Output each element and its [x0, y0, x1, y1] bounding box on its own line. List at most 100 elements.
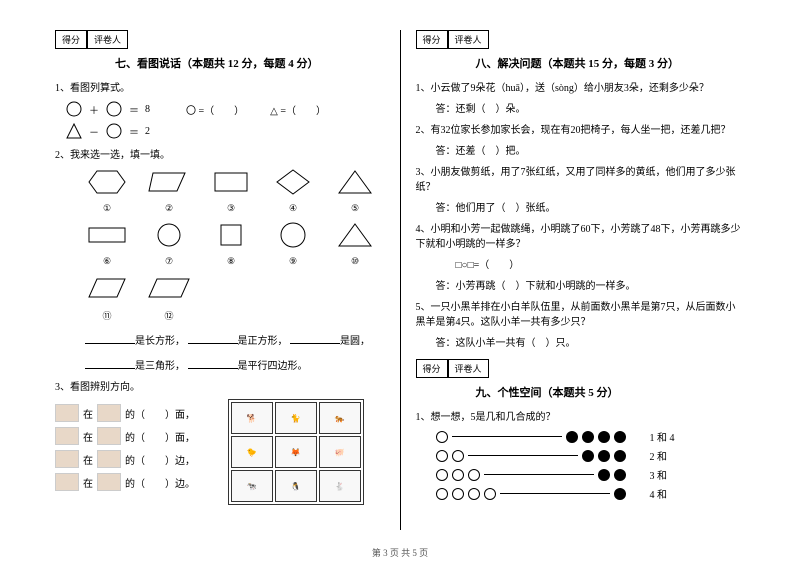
solid-circle-icon — [582, 450, 594, 462]
score-cell: 得分 — [416, 30, 448, 49]
abacus-row: 3 和 — [436, 467, 746, 482]
q1-eq1-result: 8 — [145, 104, 150, 115]
triangle-icon — [65, 122, 83, 140]
text: 是平行四边形。 — [238, 361, 308, 372]
hollow-circle-icon — [452, 450, 464, 462]
page: 得分 评卷人 七、看图说话（本题共 12 分，每题 4 分） 1、看图列算式。 … — [0, 0, 800, 550]
reviewer-cell: 评卷人 — [448, 30, 489, 49]
right-column: 得分 评卷人 八、解决问题（本题共 15 分，每题 3 分） 1、小云做了9朵花… — [401, 30, 761, 530]
r-q3-ans: 答：他们用了（ ）张纸。 — [436, 199, 746, 214]
hexagon-icon — [85, 167, 129, 197]
text: 的（ ）面， — [125, 429, 195, 444]
section-8-title: 八、解决问题（本题共 15 分，每题 3 分） — [476, 55, 746, 71]
animal-icon — [97, 404, 121, 422]
shape-num: ⑨ — [271, 256, 315, 267]
score-cell: 得分 — [416, 359, 448, 378]
text: 是正方形， — [238, 336, 288, 347]
shape-num: ⑪ — [85, 309, 129, 322]
circle-icon — [105, 122, 123, 140]
r-q3: 3、小朋友做剪纸，用了7张红纸，又用了同样多的黄纸，他们用了多少张纸？ — [416, 163, 746, 193]
left-column: 得分 评卷人 七、看图说话（本题共 12 分，每题 4 分） 1、看图列算式。 … — [40, 30, 400, 530]
score-box: 得分 评卷人 — [416, 359, 746, 378]
q1-circle-blank: 〇 =（ ） — [186, 102, 244, 117]
shape-num: ⑥ — [85, 256, 129, 267]
nums-row-2: ⑥ ⑦ ⑧ ⑨ ⑩ — [85, 256, 385, 267]
grid-cell: 🐤 — [231, 436, 273, 468]
section-7-title: 七、看图说话（本题共 12 分，每题 4 分） — [115, 55, 385, 71]
r-q2-ans: 答：还差（ ）把。 — [436, 142, 746, 157]
dir-row: 在 的（ ）边。 — [55, 473, 215, 491]
direction-rows: 在的（ ）面， 在的（ ）面， 在的（ ）边， 在的（ ）边。 — [55, 399, 215, 496]
solid-circle-icon — [582, 431, 594, 443]
grid-cell: 🐅 — [319, 402, 361, 434]
triangle-icon — [333, 167, 377, 197]
abacus-label: 4 和 — [650, 486, 668, 501]
hollow-circle-icon — [436, 450, 448, 462]
parallelogram-icon — [147, 273, 191, 303]
solid-circle-icon — [614, 450, 626, 462]
abacus-row: 2 和 — [436, 448, 746, 463]
grid-cell: 🐇 — [319, 470, 361, 502]
equals-icon: ＝ — [129, 102, 139, 117]
text: 的（ ）边， — [125, 452, 195, 467]
animal-icon — [55, 473, 79, 491]
animal-icon — [55, 450, 79, 468]
text: 是三角形， — [135, 361, 185, 372]
animal-icon — [55, 427, 79, 445]
r-q1-ans: 答：还剩（ ）朵。 — [436, 100, 746, 115]
hollow-circle-icon — [452, 488, 464, 500]
text: 的（ ）面， — [125, 406, 195, 421]
score-cell: 得分 — [55, 30, 87, 49]
trapezoid-icon — [147, 167, 191, 197]
animal-icon — [97, 473, 121, 491]
text: 的（ ）边。 — [125, 475, 195, 490]
grid-cell: 🐖 — [319, 436, 361, 468]
abacus: 1 和 4 2 和 3 和 4 和 — [436, 429, 746, 501]
hollow-circle-icon — [436, 431, 448, 443]
q1-triangle-blank: △ =（ ） — [270, 102, 326, 117]
hollow-circle-icon — [436, 488, 448, 500]
r-q1: 1、小云做了9朵花（huā），送（sòng）给小朋友3朵，还剩多少朵？ — [416, 79, 746, 94]
hollow-circle-icon — [468, 469, 480, 481]
abacus-label: 1 和 4 — [650, 429, 675, 444]
text: 在 — [83, 475, 93, 490]
r-q5-ans: 答：这队小羊一共有（ ）只。 — [436, 334, 746, 349]
shape-num: ⑫ — [147, 309, 191, 322]
q1-eq2-result: 2 — [145, 126, 150, 137]
shapes-row-3 — [85, 273, 385, 303]
dir-row: 在的（ ）面， — [55, 404, 215, 422]
square-icon — [209, 220, 253, 250]
q3-content: 在的（ ）面， 在的（ ）面， 在的（ ）边， 在的（ ）边。 🐕🐈🐅 🐤🦊🐖 … — [55, 399, 385, 505]
circle-icon — [65, 100, 83, 118]
triangle-icon — [333, 220, 377, 250]
text: 是圆， — [340, 336, 370, 347]
r-q5: 5、一只小黑羊排在小白羊队伍里，从前面数小黑羊是第7只，从后面数小黑羊是第4只。… — [416, 298, 746, 328]
animal-icon — [97, 450, 121, 468]
section-9-title: 九、个性空间（本题共 5 分） — [476, 384, 746, 400]
r-q4: 4、小明和小芳一起做跳绳，小明跳了60下，小芳跳了48下，小芳再跳多少下就和小明… — [416, 220, 746, 250]
solid-circle-icon — [614, 488, 626, 500]
page-footer: 第 3 页 共 5 页 — [0, 546, 800, 559]
q2-blanks-2: 是三角形， 是平行四边形。 — [85, 357, 385, 372]
score-box: 得分 评卷人 — [55, 30, 385, 49]
abacus-label: 3 和 — [650, 467, 668, 482]
q9-label: 1、想一想，5是几和几合成的？ — [416, 408, 746, 423]
animal-icon — [55, 404, 79, 422]
shape-num: ⑤ — [333, 203, 377, 214]
q2-blanks-1: 是长方形， 是正方形， 是圆， — [85, 332, 385, 347]
diamond-icon — [271, 167, 315, 197]
animal-icon — [97, 427, 121, 445]
reviewer-cell: 评卷人 — [448, 359, 489, 378]
circle-icon — [147, 220, 191, 250]
minus-icon: － — [89, 124, 99, 139]
r-q2: 2、有32位家长参加家长会，现在有20把椅子，每人坐一把，还差几把？ — [416, 121, 746, 136]
r-q4-eq: □○□=（ ） — [456, 256, 746, 271]
hollow-circle-icon — [468, 488, 480, 500]
hollow-circle-icon — [436, 469, 448, 481]
r-q4-ans: 答：小芳再跳（ ）下就和小明跳的一样多。 — [436, 277, 746, 292]
reviewer-cell: 评卷人 — [87, 30, 128, 49]
nums-row-3: ⑪ ⑫ — [85, 309, 385, 322]
grid-cell: 🐄 — [231, 470, 273, 502]
shapes-row-2 — [85, 220, 385, 250]
shape-num: ⑦ — [147, 256, 191, 267]
